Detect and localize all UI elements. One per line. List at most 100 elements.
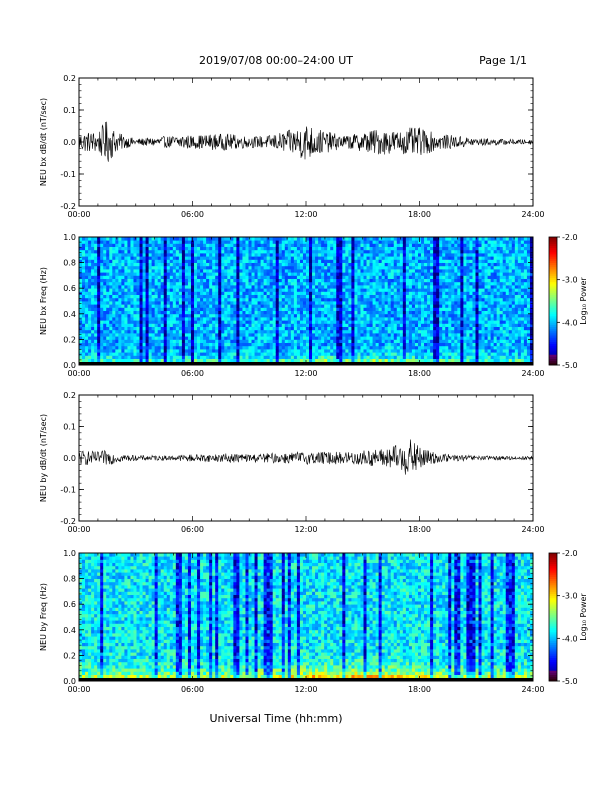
spectrogram-cell (257, 259, 261, 263)
spectrogram-cell (354, 256, 358, 260)
spectrogram-cell (233, 326, 237, 331)
spectrogram-cell (439, 329, 443, 334)
spectrogram-cell (203, 281, 207, 286)
spectrogram-cell (272, 243, 277, 247)
spectrogram-cell (236, 243, 240, 247)
spectrogram-cell (178, 294, 183, 299)
spectrogram-cell (97, 313, 101, 318)
spectrogram-cell (408, 355, 413, 359)
spectrogram-cell (393, 259, 398, 263)
spectrogram-cell (248, 352, 252, 356)
spectrogram-cell (405, 265, 410, 270)
spectrogram-cell (408, 246, 413, 251)
spectrogram-cell (299, 345, 304, 350)
spectrogram-cell (445, 307, 449, 311)
spectrogram-cell (436, 294, 440, 299)
spectrogram-cell (233, 281, 237, 286)
spectrogram-cell (411, 342, 416, 347)
spectrogram-cell (372, 253, 377, 257)
spectrogram-cell (184, 265, 189, 270)
spectrogram-cell (160, 259, 165, 263)
spectrogram-cell (190, 349, 195, 353)
spectrogram-cell (284, 281, 289, 286)
spectrogram-cell (245, 285, 249, 289)
spectrogram-cell (242, 278, 246, 283)
spectrogram-cell (97, 269, 101, 273)
spectrogram-cell (139, 323, 143, 327)
spectrogram-cell (127, 333, 131, 337)
spectrogram-cell (378, 285, 383, 289)
spectrogram-cell (281, 262, 286, 267)
spectrogram-cell (312, 304, 316, 308)
spectrogram-cell (121, 307, 125, 311)
spectrogram-cell (251, 333, 255, 337)
spectrogram-cell (203, 269, 207, 273)
spectrogram-cell (369, 310, 373, 315)
spectrogram-cell (236, 333, 240, 337)
spectrogram-cell (342, 259, 346, 263)
spectrogram-cell (306, 281, 310, 286)
spectrogram-cell (227, 358, 231, 363)
spectrogram-cell (181, 333, 186, 337)
spectrogram-cell (233, 256, 237, 260)
spectrogram-cell (172, 339, 177, 343)
spectrogram-cell (197, 352, 201, 356)
spectrogram-cell (82, 323, 86, 327)
spectrogram-cell (427, 237, 431, 241)
spectrogram-cell (339, 349, 343, 353)
spectrogram-cell (124, 342, 128, 347)
spectrogram-cell (302, 342, 307, 347)
spectrogram-cell (424, 345, 428, 350)
spectrogram-cell (284, 278, 289, 283)
spectrogram-cell (369, 237, 373, 241)
spectrogram-cell (227, 320, 231, 324)
spectrogram-cell (169, 259, 174, 263)
spectrogram-cell (157, 333, 162, 337)
spectrogram-cell (254, 326, 258, 331)
spectrogram-cell (402, 288, 407, 292)
spectrogram-cell (139, 336, 143, 340)
spectrogram-cell (306, 275, 310, 279)
spectrogram-cell (363, 272, 367, 276)
spectrogram-cell (187, 256, 192, 260)
spectrogram-cell (160, 240, 165, 244)
spectrogram-cell (357, 320, 361, 324)
spectrogram-cell (233, 323, 237, 327)
spectrogram-cell (324, 301, 328, 305)
spectrogram-cell (230, 304, 234, 308)
spectrogram-cell (442, 355, 446, 359)
spectrogram-cell (381, 259, 386, 263)
spectrogram-cell (139, 259, 143, 263)
spectrogram-cell (166, 272, 171, 276)
spectrogram-cell (445, 291, 449, 295)
spectrogram-cell (91, 342, 95, 347)
spectrogram-cell (430, 262, 434, 267)
spectrogram-cell (245, 317, 249, 321)
spectrogram-cell (348, 269, 352, 273)
spectrogram-cell (390, 297, 395, 302)
spectrogram-cell (172, 288, 177, 292)
spectrogram-cell (79, 301, 83, 305)
spectrogram-cell (390, 345, 395, 350)
spectrogram-cell (315, 323, 319, 327)
spectrogram-cell (342, 246, 346, 251)
spectrogram-cell (421, 352, 425, 356)
spectrogram-cell (169, 253, 174, 257)
spectrogram-cell (203, 304, 207, 308)
spectrogram-cell (348, 243, 352, 247)
spectrogram-cell (321, 249, 325, 254)
spectrogram-cell (178, 320, 183, 324)
spectrogram-cell (360, 240, 364, 244)
spectrogram-cell (411, 243, 416, 247)
spectrogram-cell (281, 269, 286, 273)
spectrogram-cell (363, 301, 367, 305)
spectrogram-cell (427, 349, 431, 353)
spectrogram-cell (399, 240, 404, 244)
spectrogram-cell (430, 342, 434, 347)
spectrogram-cell (309, 259, 313, 263)
spectrogram-cell (169, 269, 174, 273)
spectrogram-cell (260, 249, 265, 254)
spectrogram-cell (318, 342, 322, 347)
spectrogram-cell (439, 320, 443, 324)
spectrogram-cell (118, 269, 122, 273)
